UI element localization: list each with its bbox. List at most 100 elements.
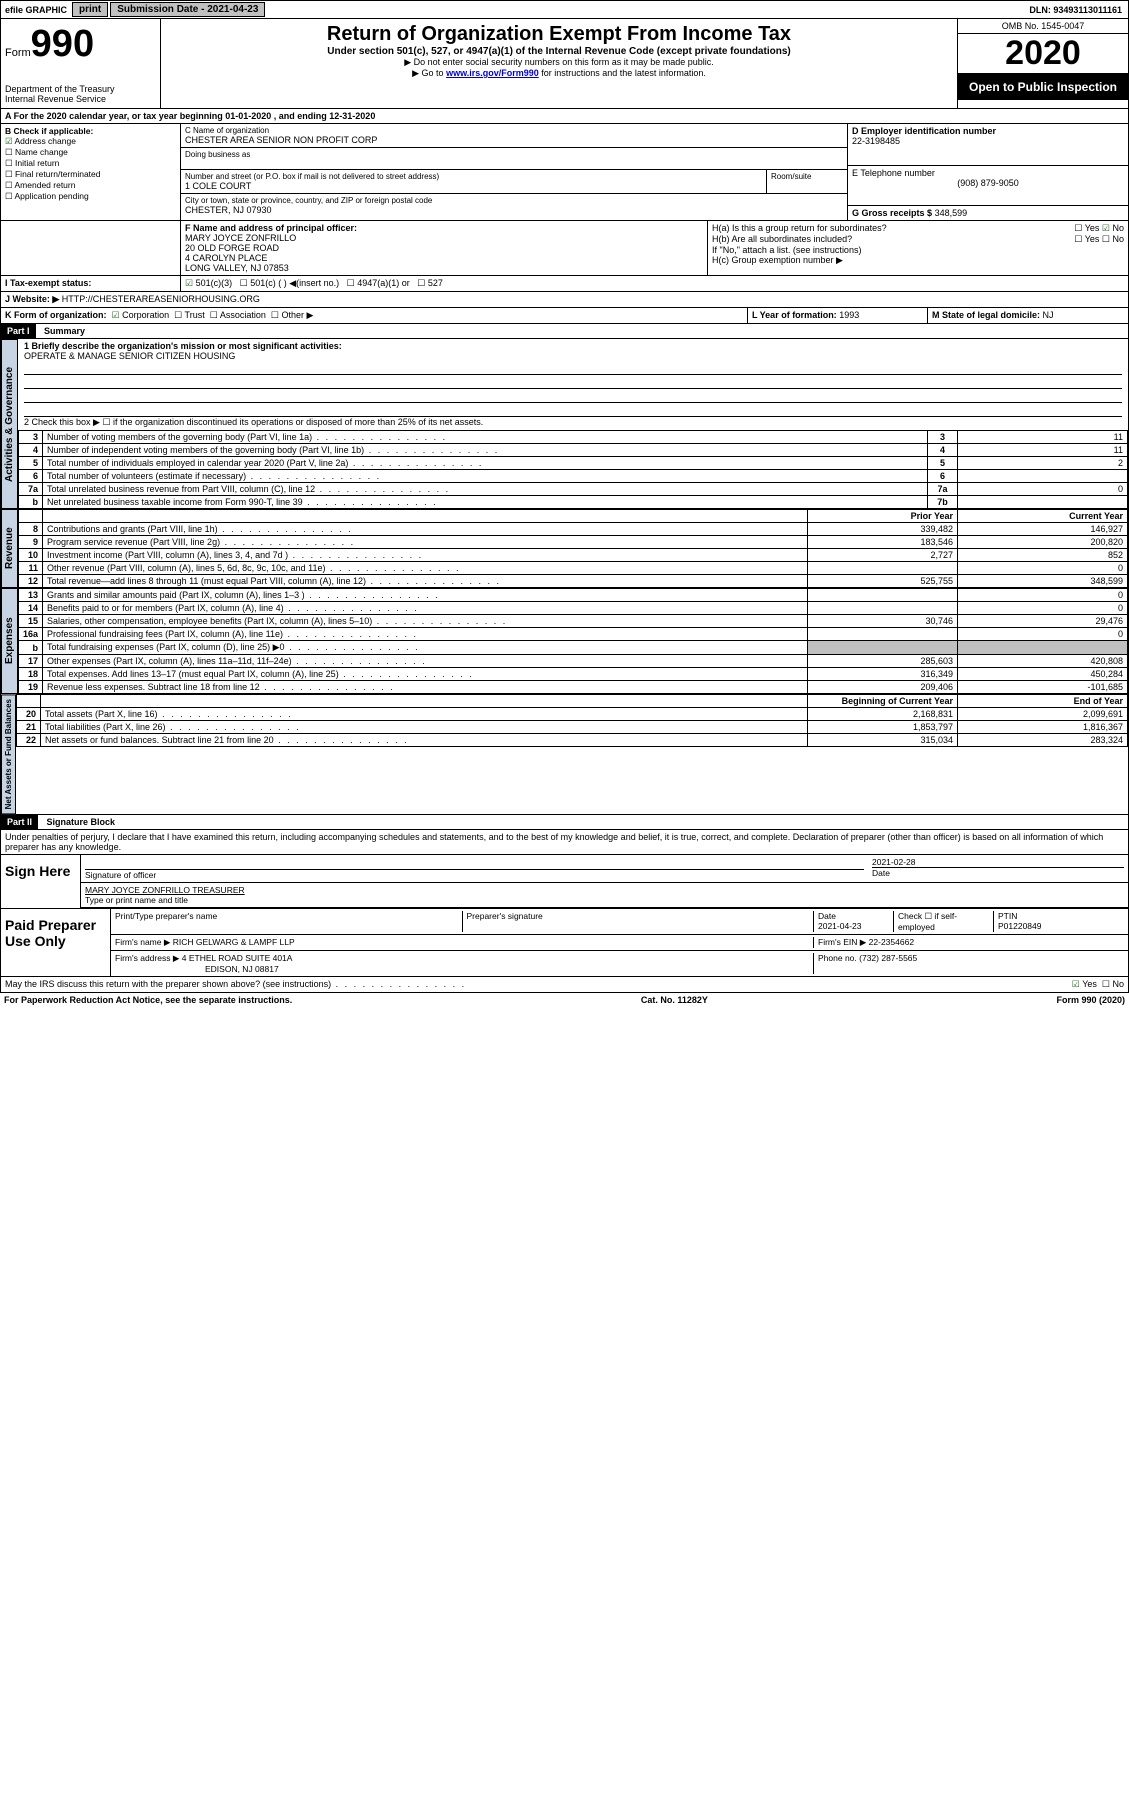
m-lbl: M State of legal domicile: (932, 310, 1040, 320)
rev-section: Revenue Prior YearCurrent Year 8Contribu… (0, 509, 1129, 588)
dln-label: DLN: 93493113011161 (1029, 5, 1128, 15)
sig-officer-lbl: Signature of officer (85, 869, 864, 880)
discuss-lbl: May the IRS discuss this return with the… (5, 979, 1072, 990)
k-trust[interactable]: Trust (174, 310, 205, 320)
f-line2: 4 CAROLYN PLACE (185, 253, 703, 263)
table-row: 15Salaries, other compensation, employee… (19, 615, 1128, 628)
chk-amended[interactable]: Amended return (5, 180, 176, 191)
hb-no[interactable]: No (1102, 234, 1124, 244)
part1-title: Summary (38, 324, 91, 338)
tax-year: 2020 (958, 34, 1128, 74)
ein-val: 22-3198485 (852, 136, 1124, 146)
table-row: 17Other expenses (Part IX, column (A), l… (19, 655, 1128, 668)
box-j: J Website: ▶ HTTP://CHESTERAREASENIORHOU… (0, 292, 1129, 308)
declaration: Under penalties of perjury, I declare th… (0, 830, 1129, 854)
i-4947[interactable]: 4947(a)(1) or (347, 278, 410, 288)
l1-val: OPERATE & MANAGE SENIOR CITIZEN HOUSING (24, 351, 1122, 361)
sign-here-lbl: Sign Here (1, 855, 81, 908)
table-row: 22Net assets or fund balances. Subtract … (17, 734, 1128, 747)
box-deg: D Employer identification number 22-3198… (848, 124, 1128, 220)
part1-header: Part I Summary (0, 324, 1129, 339)
j-val: HTTP://CHESTERAREASENIORHOUSING.ORG (62, 294, 260, 304)
irs-link[interactable]: www.irs.gov/Form990 (446, 68, 539, 78)
py-hdr: Prior Year (808, 510, 958, 523)
l-val: 1993 (839, 310, 859, 320)
firm-addr-val2: EDISON, NJ 08817 (115, 964, 279, 974)
discuss-yes[interactable]: Yes (1072, 979, 1097, 990)
sig-name-lbl: Type or print name and title (85, 895, 245, 905)
box-h: H(a) Is this a group return for subordin… (708, 221, 1128, 275)
header-right: OMB No. 1545-0047 2020 Open to Public In… (958, 19, 1128, 108)
k-other[interactable]: Other ▶ (271, 310, 314, 320)
i-527[interactable]: 527 (417, 278, 443, 288)
l-lbl: L Year of formation: (752, 310, 837, 320)
org-name: CHESTER AREA SENIOR NON PROFIT CORP (185, 135, 843, 145)
print-button[interactable]: print (72, 2, 108, 17)
rev-tab: Revenue (1, 509, 18, 588)
table-row: bTotal fundraising expenses (Part IX, co… (19, 641, 1128, 655)
chk-final-return[interactable]: Final return/terminated (5, 169, 176, 180)
ha-yes[interactable]: Yes (1074, 223, 1099, 233)
sub3-post: for instructions and the latest informat… (539, 68, 706, 78)
m-val: NJ (1043, 310, 1054, 320)
city-val: CHESTER, NJ 07930 (185, 205, 843, 215)
l1-lbl: 1 Briefly describe the organization's mi… (24, 341, 1122, 351)
hb-yes[interactable]: Yes (1074, 234, 1099, 244)
exp-section: Expenses 13Grants and similar amounts pa… (0, 588, 1129, 694)
firm-phone-lbl: Phone no. (818, 953, 857, 963)
dba-lbl: Doing business as (185, 150, 843, 159)
form-prefix: Form (5, 47, 31, 59)
gov-tab: Activities & Governance (1, 339, 18, 509)
net-table: Beginning of Current YearEnd of Year 20T… (16, 694, 1128, 747)
table-row: 21Total liabilities (Part X, line 26)1,8… (17, 721, 1128, 734)
discuss-no[interactable]: No (1102, 979, 1124, 990)
gross-lbl: G Gross receipts $ (852, 208, 932, 218)
form-subtitle: Under section 501(c), 527, or 4947(a)(1)… (165, 46, 953, 57)
table-row: bNet unrelated business taxable income f… (19, 496, 1128, 509)
topbar: efile GRAPHIC print Submission Date - 20… (0, 0, 1129, 19)
firm-ein-lbl: Firm's EIN ▶ (818, 937, 866, 947)
form-number: 990 (31, 23, 94, 65)
sig-name: MARY JOYCE ZONFRILLO TREASURER (85, 885, 245, 895)
part2-bar: Part II (1, 815, 38, 829)
gross-val: 348,599 (935, 208, 968, 218)
preparer-block: Paid Preparer Use Only Print/Type prepar… (0, 909, 1129, 977)
k-assoc[interactable]: Association (210, 310, 266, 320)
box-b-label: B Check if applicable: (5, 126, 176, 136)
table-row: 18Total expenses. Add lines 13–17 (must … (19, 668, 1128, 681)
box-f: F Name and address of principal officer:… (181, 221, 708, 275)
box-i: I Tax-exempt status: 501(c)(3) 501(c) ( … (0, 276, 1129, 292)
discuss-row: May the IRS discuss this return with the… (0, 977, 1129, 993)
submission-date-button[interactable]: Submission Date - 2021-04-23 (110, 2, 265, 17)
footer: For Paperwork Reduction Act Notice, see … (0, 993, 1129, 1007)
table-row: 14Benefits paid to or for members (Part … (19, 602, 1128, 615)
ha-no[interactable]: No (1102, 223, 1124, 233)
table-row: 12Total revenue—add lines 8 through 11 (… (19, 575, 1128, 588)
prep-sig-lbl: Preparer's signature (463, 911, 815, 932)
table-row: 7aTotal unrelated business revenue from … (19, 483, 1128, 496)
sub3-pre: ▶ Go to (412, 68, 446, 78)
gov-section: Activities & Governance 1 Briefly descri… (0, 339, 1129, 509)
i-501c[interactable]: 501(c) ( ) ◀(insert no.) (240, 278, 340, 288)
net-section: Net Assets or Fund Balances Beginning of… (0, 694, 1129, 815)
efile-label: efile GRAPHIC (1, 5, 71, 15)
firm-ein-val: 22-2354662 (869, 937, 914, 947)
part2-header: Part II Signature Block (0, 815, 1129, 830)
chk-address-change[interactable]: Address change (5, 136, 176, 147)
chk-app-pending[interactable]: Application pending (5, 191, 176, 202)
gov-table: 3Number of voting members of the governi… (18, 430, 1128, 509)
j-lbl: J Website: ▶ (5, 294, 59, 304)
hb-note: If "No," attach a list. (see instruction… (712, 245, 1124, 255)
header-mid: Return of Organization Exempt From Incom… (161, 19, 958, 108)
table-row: 11Other revenue (Part VIII, column (A), … (19, 562, 1128, 575)
form-title: Return of Organization Exempt From Incom… (165, 23, 953, 46)
k-lbl: K Form of organization: (5, 310, 107, 320)
firm-addr-lbl: Firm's address ▶ (115, 953, 179, 963)
street-val: 1 COLE COURT (185, 181, 762, 191)
i-501c3[interactable]: 501(c)(3) (185, 278, 232, 288)
k-corp[interactable]: Corporation (112, 310, 170, 320)
chk-name-change[interactable]: Name change (5, 147, 176, 158)
chk-initial-return[interactable]: Initial return (5, 158, 176, 169)
net-tab: Net Assets or Fund Balances (1, 694, 16, 814)
net-cy-hdr: End of Year (958, 695, 1128, 708)
